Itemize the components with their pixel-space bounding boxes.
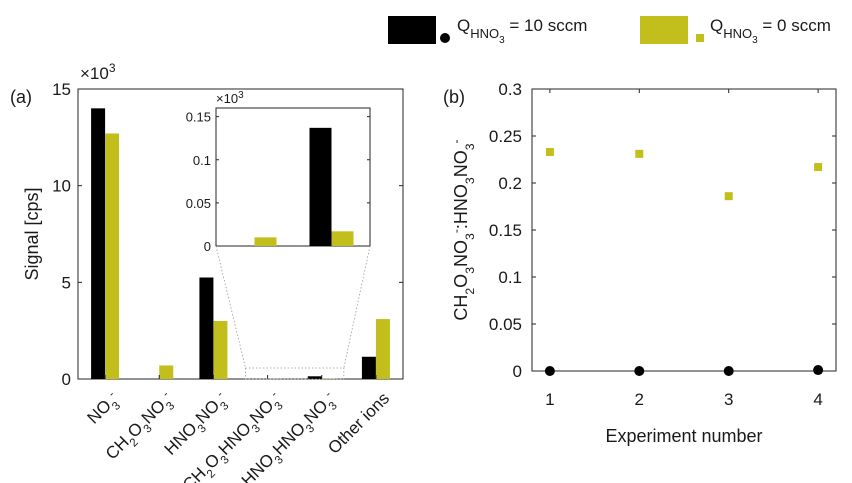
- inset-bar-hno3-10sccm: [309, 127, 332, 246]
- y-tick-label: 0: [513, 362, 522, 381]
- bar-hno3-0sccm: [213, 321, 228, 379]
- y-tick-label: 0.05: [489, 315, 522, 334]
- y-axis-label: Signal [cps]: [22, 187, 42, 280]
- point-hno3-10sccm: [634, 366, 645, 376]
- y-tick-label: 0.1: [498, 268, 522, 287]
- legend-item: QHNO3 = 10 sccm: [388, 16, 587, 46]
- bar-hno3-0sccm: [105, 133, 120, 379]
- y-exponent-label: ×103: [80, 61, 116, 83]
- point-hno3-10sccm: [813, 365, 824, 376]
- x-tick-label: 4: [813, 390, 822, 409]
- y-tick-label: 0: [62, 370, 71, 389]
- inset-axes-box: [215, 107, 371, 247]
- inset-y-tick-label: 0.05: [186, 196, 211, 211]
- panel-label-a: (a): [10, 87, 32, 107]
- legend-square-marker: [696, 34, 704, 42]
- y-tick-label: 0.3: [498, 80, 522, 99]
- legend-circle-marker: [440, 33, 450, 43]
- panel-b-axes-box: [531, 88, 837, 372]
- inset-y-tick-label: 0.15: [186, 110, 211, 125]
- legend-label: QHNO3 = 10 sccm: [457, 16, 587, 46]
- y-tick-label: 15: [52, 80, 71, 99]
- legend: QHNO3 = 10 sccm QHNO3 = 0 sccm: [388, 16, 831, 46]
- inset-bar-hno3-0sccm: [331, 231, 354, 246]
- inset-bar-hno3-0sccm: [254, 237, 277, 246]
- y-tick-label: 5: [62, 273, 71, 292]
- legend-item: QHNO3 = 0 sccm: [640, 16, 831, 46]
- inset-y-exponent-label: ×103: [216, 90, 244, 106]
- bar-hno3-10sccm: [361, 356, 376, 379]
- y-tick-label: 0.2: [498, 174, 522, 193]
- point-hno3-0sccm: [724, 192, 733, 201]
- x-tick-label: 2: [635, 390, 644, 409]
- y-tick-label: 0.15: [489, 221, 522, 240]
- y-tick-label: 0.25: [489, 127, 522, 146]
- panel-label-b: (b): [443, 87, 465, 107]
- bar-hno3-10sccm: [91, 108, 106, 379]
- bar-hno3-0sccm: [159, 365, 174, 379]
- legend-label: QHNO3 = 0 sccm: [710, 16, 831, 46]
- panel-a-inset-bar-chart: 0 0.05 0.1 0.15 ×103: [186, 90, 371, 380]
- y-axis-label: CH2O3NO3-:HNO3NO3-: [449, 139, 477, 320]
- y-tick-label: 10: [52, 177, 71, 196]
- panel-b-scatter-chart: 0 0.05 0.1 0.15 0.2 0.25 0.3 1 2 3 4 Experiment num…: [443, 80, 837, 446]
- bar-hno3-0sccm: [375, 319, 390, 379]
- x-category-label: HNO3HNO3NO3-: [238, 389, 343, 483]
- point-hno3-0sccm: [545, 147, 554, 156]
- zoom-region-box: [245, 367, 345, 380]
- x-tick-label: 3: [724, 390, 733, 409]
- point-hno3-0sccm: [814, 163, 823, 172]
- zoom-connector-right: [343, 245, 371, 369]
- point-hno3-10sccm: [544, 366, 555, 376]
- bar-hno3-10sccm: [199, 277, 214, 379]
- x-tick-label: 1: [545, 390, 554, 409]
- point-hno3-0sccm: [635, 149, 644, 158]
- x-category-label: Other ions: [324, 389, 393, 458]
- legend-swatch: [388, 16, 436, 44]
- legend-swatch: [640, 16, 688, 44]
- x-axis-label: Experiment number: [605, 426, 762, 446]
- x-category-label: NO3-: [84, 389, 126, 431]
- inset-y-tick-label: 0.1: [193, 153, 211, 168]
- panel-a-axes-box: [77, 88, 404, 380]
- bar-hno3-10sccm: [307, 376, 322, 379]
- inset-y-tick-label: 0: [204, 239, 211, 254]
- point-hno3-10sccm: [723, 366, 734, 376]
